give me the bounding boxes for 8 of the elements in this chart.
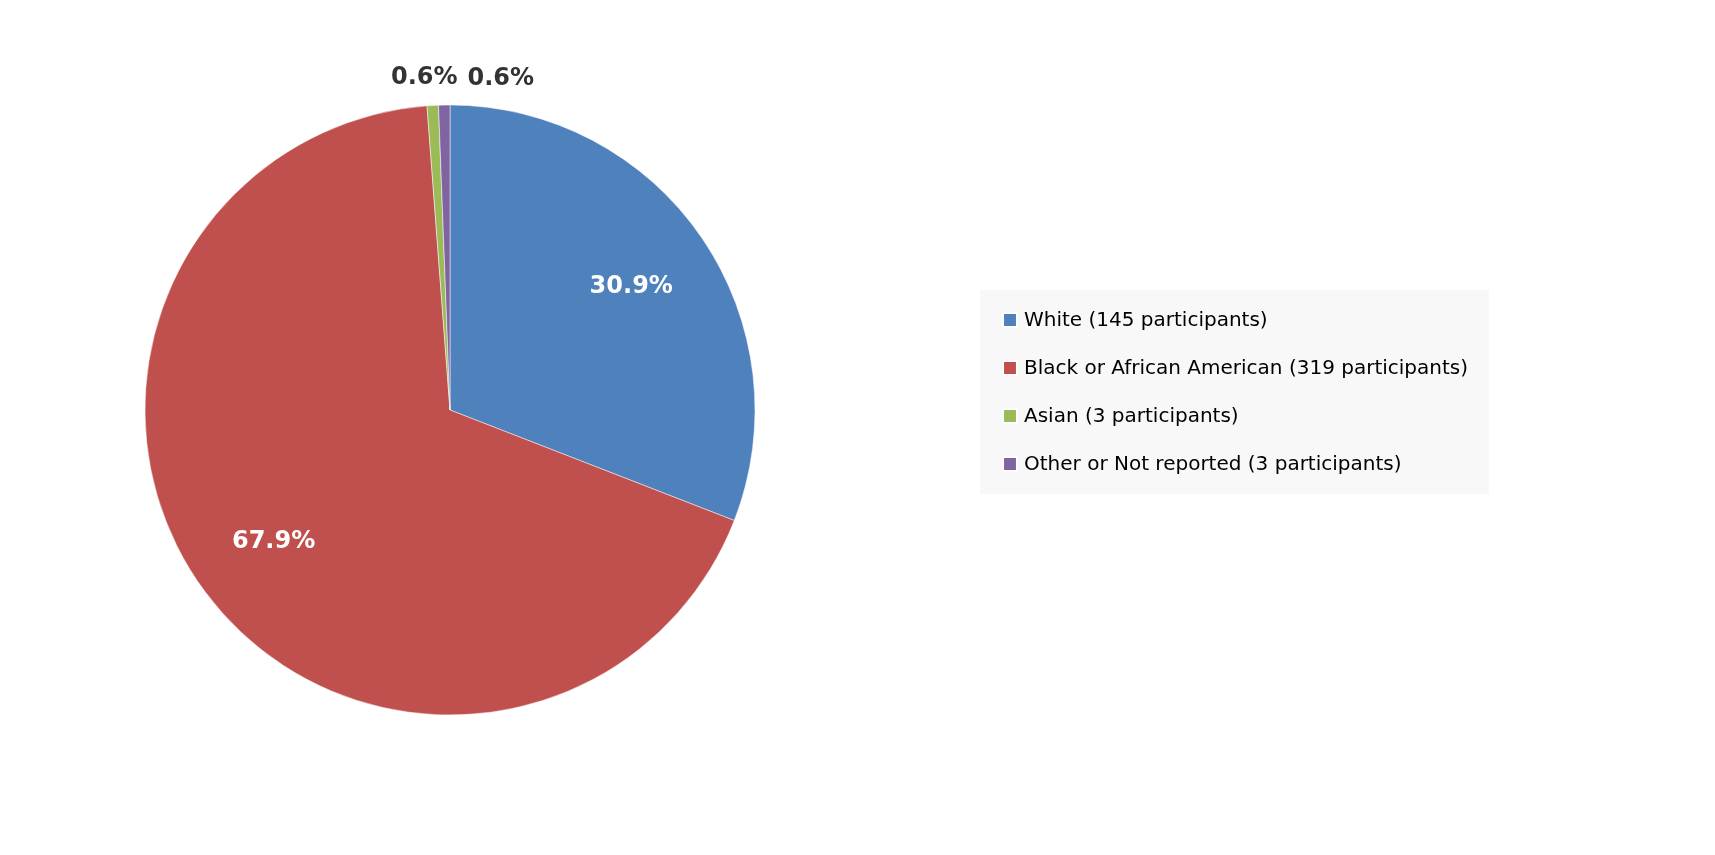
data-label: 30.9% <box>589 271 673 299</box>
data-label: 0.6% <box>391 62 458 91</box>
legend-label: Black or African American (319 participants) <box>1024 355 1469 379</box>
legend-label: Other or Not reported (3 participants) <box>1024 451 1402 475</box>
data-label: 0.6% <box>467 62 535 91</box>
legend-label: White (145 participants) <box>1024 307 1268 331</box>
legend-label: Asian (3 participants) <box>1024 403 1239 427</box>
data-label: 67.9% <box>231 525 316 554</box>
